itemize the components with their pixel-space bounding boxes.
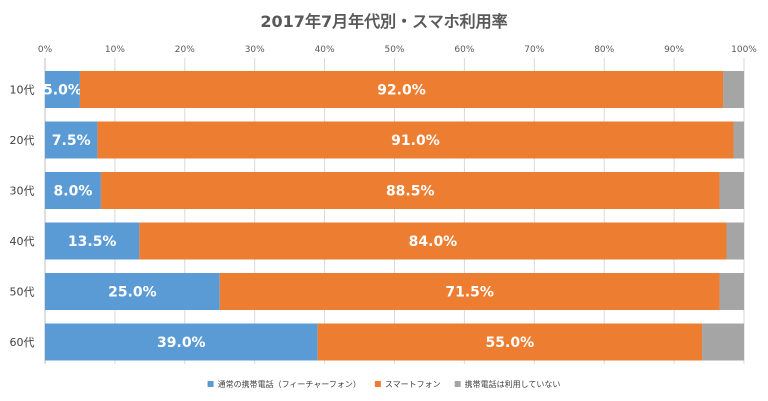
- bar-segment: [45, 273, 220, 310]
- x-tick-label: 10%: [105, 45, 125, 55]
- x-axis-ticks: 0% 10% 20% 30% 40% 50% 60% 70% 80% 90% 100%: [38, 45, 757, 55]
- legend-item: 携帯電話は利用していない: [454, 379, 561, 389]
- legend-item: スマートフォン: [374, 380, 441, 389]
- legend-swatch: [374, 381, 381, 387]
- bar-segment: [45, 172, 101, 209]
- data-label: 5.0%: [43, 83, 82, 99]
- category-labels: 10代 20代 30代 40代 50代 60代: [10, 84, 35, 350]
- data-label: 84.0%: [409, 234, 458, 250]
- bars: 5.0% 92.0% 7.5% 91.0% 8.0% 88.5% 13.5% 84.0% 25.…: [43, 71, 744, 361]
- x-tick-label: 20%: [175, 45, 195, 55]
- grid-lines: [44, 58, 745, 364]
- bar-segment: [45, 121, 98, 159]
- category-label: 40代: [10, 235, 35, 248]
- bar-segment: [139, 222, 727, 260]
- legend: 通常の携帯電話（フィーチャーフォン） スマートフォン 携帯電話は利用していない: [207, 379, 561, 389]
- bar-segment: [45, 323, 318, 361]
- x-tick-label: 60%: [454, 45, 474, 55]
- bar-segment: [702, 323, 744, 361]
- category-label: 10代: [10, 84, 35, 97]
- data-label: 91.0%: [391, 133, 440, 149]
- bar-segment: [719, 273, 744, 310]
- x-tick-label: 40%: [315, 45, 335, 55]
- data-label: 88.5%: [386, 184, 435, 200]
- data-label: 8.0%: [54, 184, 93, 200]
- bar-segment: [79, 71, 724, 108]
- data-label: 13.5%: [68, 234, 117, 250]
- data-label: 7.5%: [52, 133, 91, 149]
- data-label: 39.0%: [157, 335, 206, 351]
- bar-segment: [97, 121, 734, 159]
- legend-label: 携帯電話は利用していない: [465, 379, 561, 389]
- bar-segment: [726, 222, 744, 260]
- bar-segment: [317, 323, 703, 361]
- x-tick-label: 0%: [38, 45, 53, 55]
- x-tick-label: 80%: [594, 45, 614, 55]
- bar-segment: [733, 121, 744, 159]
- x-tick-label: 90%: [664, 45, 684, 55]
- x-tick-label: 100%: [731, 45, 757, 55]
- bar-segment: [219, 273, 720, 310]
- x-tick-label: 70%: [524, 45, 544, 55]
- legend-item: 通常の携帯電話（フィーチャーフォン）: [207, 379, 361, 389]
- legend-label: スマートフォン: [385, 380, 441, 389]
- bar-segment: [719, 172, 744, 209]
- legend-swatch: [454, 381, 461, 387]
- category-label: 20代: [10, 134, 35, 147]
- data-label: 71.5%: [445, 285, 494, 301]
- bar-segment: [723, 71, 744, 108]
- category-label: 50代: [10, 286, 35, 299]
- data-label: 92.0%: [377, 83, 426, 99]
- chart-title: 2017年7月年代別・スマホ利用率: [260, 12, 507, 31]
- bar-segment: [100, 172, 720, 209]
- data-label: 55.0%: [486, 335, 535, 351]
- data-label: 25.0%: [108, 285, 157, 301]
- bar-segment: [45, 222, 140, 260]
- category-label: 60代: [10, 336, 35, 349]
- legend-swatch: [207, 381, 214, 387]
- category-label: 30代: [10, 185, 35, 198]
- x-tick-label: 30%: [245, 45, 265, 55]
- x-tick-label: 50%: [384, 45, 404, 55]
- bar-segment: [45, 71, 80, 108]
- legend-label: 通常の携帯電話（フィーチャーフォン）: [218, 379, 361, 389]
